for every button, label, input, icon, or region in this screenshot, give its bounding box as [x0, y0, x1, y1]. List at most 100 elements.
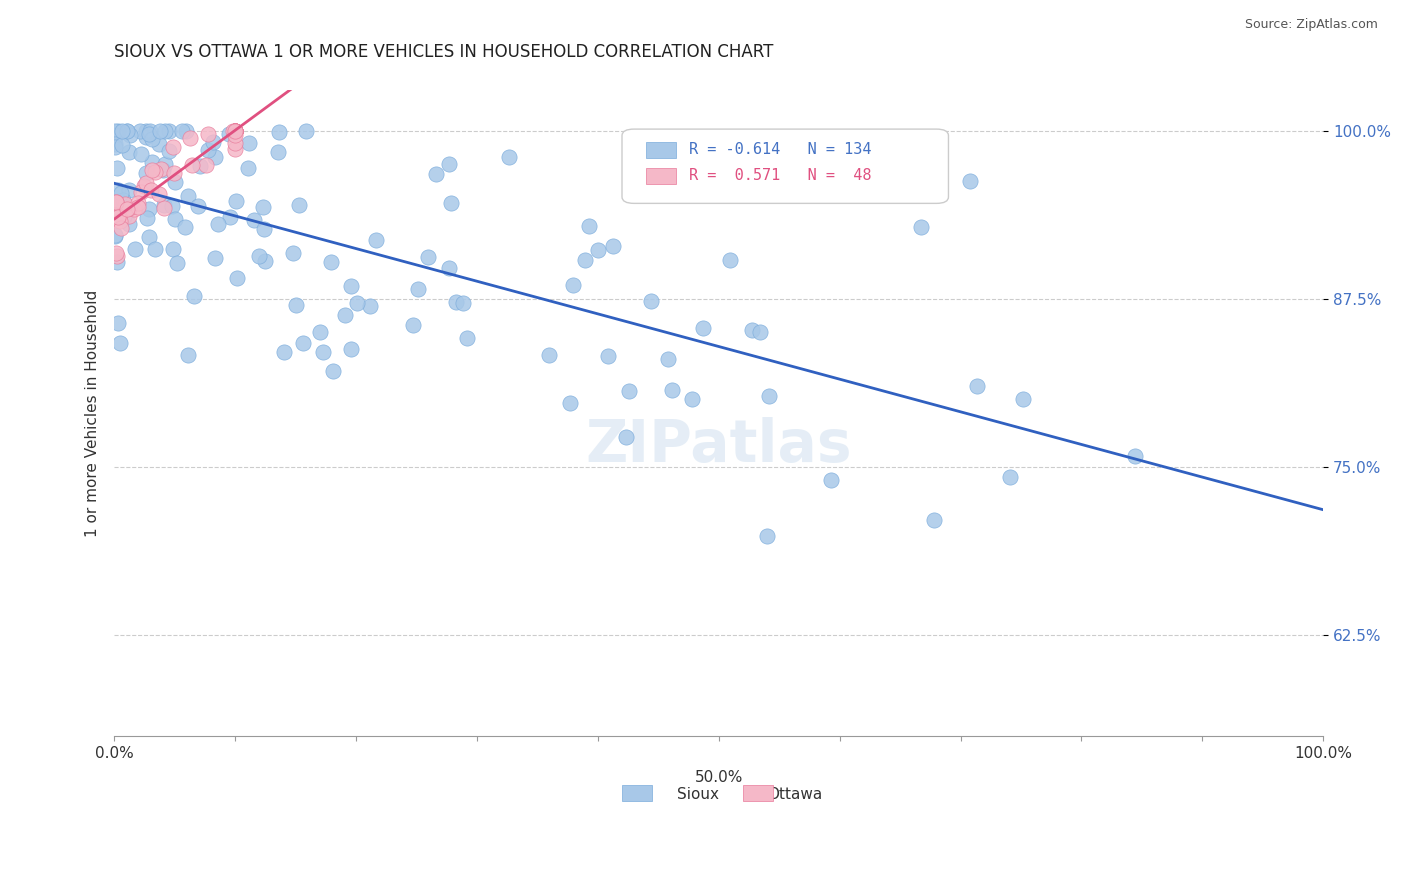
Sioux	[267, 145, 290, 160]
Text: Ottawa: Ottawa	[768, 787, 823, 802]
Ottawa	[224, 124, 246, 138]
Sioux	[238, 136, 260, 151]
Ottawa	[222, 124, 245, 138]
Sioux	[681, 392, 703, 406]
Sioux	[225, 194, 247, 209]
Sioux	[1012, 392, 1035, 407]
Sioux	[183, 289, 205, 303]
Ottawa	[197, 127, 219, 141]
Sioux	[111, 196, 134, 211]
Sioux	[586, 243, 609, 257]
Ottawa	[105, 249, 128, 263]
Sioux	[444, 295, 467, 310]
Ottawa	[127, 196, 149, 211]
Sioux	[118, 128, 141, 143]
Ottawa	[224, 124, 246, 138]
Sioux	[152, 162, 174, 177]
Sioux	[617, 384, 640, 398]
Sioux	[236, 161, 259, 175]
Ottawa	[224, 125, 246, 139]
Sioux	[105, 161, 128, 176]
Sioux	[253, 222, 276, 236]
Sioux	[166, 256, 188, 270]
Sioux	[135, 124, 157, 138]
Ottawa	[224, 128, 246, 143]
Ottawa	[224, 124, 246, 138]
Sioux	[364, 233, 387, 247]
Sioux	[157, 144, 180, 158]
Sioux	[538, 348, 561, 362]
Ottawa	[139, 184, 162, 198]
Sioux	[267, 125, 290, 139]
Sioux	[165, 211, 187, 226]
Sioux	[207, 217, 229, 231]
Ottawa	[122, 202, 145, 216]
Sioux	[322, 363, 344, 377]
Sioux	[148, 137, 170, 152]
Ottawa	[150, 161, 173, 176]
Ottawa	[132, 179, 155, 194]
Sioux	[288, 198, 311, 212]
Sioux	[439, 195, 461, 210]
Ottawa	[162, 140, 184, 154]
Sioux	[756, 529, 779, 543]
Sioux	[312, 345, 335, 359]
Text: Source: ZipAtlas.com: Source: ZipAtlas.com	[1244, 18, 1378, 31]
Sioux	[661, 383, 683, 397]
Sioux	[104, 136, 127, 151]
Ottawa	[118, 202, 141, 216]
Sioux	[359, 299, 381, 313]
Sioux	[437, 157, 460, 171]
Sioux	[104, 227, 127, 242]
Sioux	[105, 254, 128, 268]
Sioux	[718, 252, 741, 267]
Sioux	[160, 199, 183, 213]
Ottawa	[152, 201, 174, 215]
Ottawa	[127, 200, 149, 214]
Sioux	[959, 174, 981, 188]
Sioux	[253, 254, 276, 268]
Ottawa	[108, 209, 131, 223]
Ottawa	[194, 158, 217, 172]
Ottawa	[107, 210, 129, 224]
Y-axis label: 1 or more Vehicles in Household: 1 or more Vehicles in Household	[86, 290, 100, 537]
Ottawa	[179, 131, 201, 145]
Sioux	[107, 183, 129, 197]
Sioux	[118, 217, 141, 231]
Sioux	[112, 211, 135, 225]
Text: R =  0.571   N =  48: R = 0.571 N = 48	[689, 168, 870, 183]
Sioux	[135, 130, 157, 145]
Ottawa	[104, 194, 127, 209]
Sioux	[176, 124, 198, 138]
Ottawa	[104, 208, 127, 222]
Sioux	[162, 242, 184, 256]
Ottawa	[224, 124, 246, 138]
Sioux	[401, 318, 423, 332]
Sioux	[321, 255, 343, 269]
Sioux	[574, 252, 596, 267]
Ottawa	[224, 124, 246, 138]
Sioux	[138, 229, 160, 244]
Ottawa	[224, 124, 246, 138]
Sioux	[966, 379, 988, 393]
Sioux	[135, 165, 157, 179]
Sioux	[247, 249, 270, 263]
Sioux	[335, 309, 357, 323]
Sioux	[204, 150, 226, 164]
Sioux	[118, 183, 141, 197]
Ottawa	[143, 165, 166, 179]
Ottawa	[224, 124, 246, 138]
Ottawa	[148, 187, 170, 202]
Sioux	[139, 124, 162, 138]
Sioux	[165, 175, 187, 189]
Sioux	[111, 124, 134, 138]
Sioux	[640, 294, 662, 309]
Sioux	[456, 330, 478, 344]
Text: ZIPatlas: ZIPatlas	[585, 417, 852, 475]
Sioux	[153, 198, 176, 212]
Sioux	[749, 326, 772, 340]
Sioux	[107, 316, 129, 330]
Bar	[647, 168, 676, 184]
Sioux	[202, 135, 225, 149]
Sioux	[108, 336, 131, 351]
